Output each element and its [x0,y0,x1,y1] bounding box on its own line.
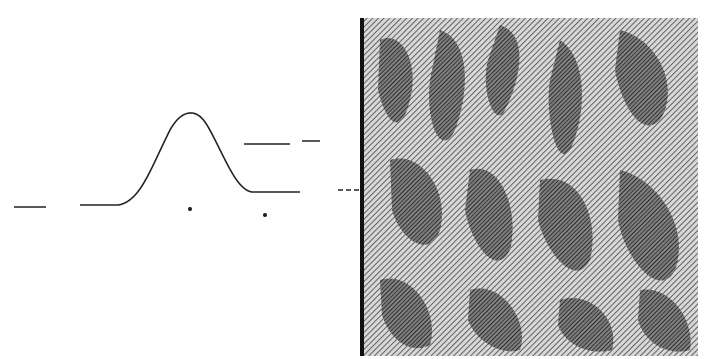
page: (() => { const data = JSON.parse(documen… [0,0,712,359]
dot [189,208,191,210]
texture-panel [360,18,698,356]
pulse-curve [118,113,300,205]
dot [264,214,266,216]
figure [0,0,712,359]
signal [14,113,362,216]
